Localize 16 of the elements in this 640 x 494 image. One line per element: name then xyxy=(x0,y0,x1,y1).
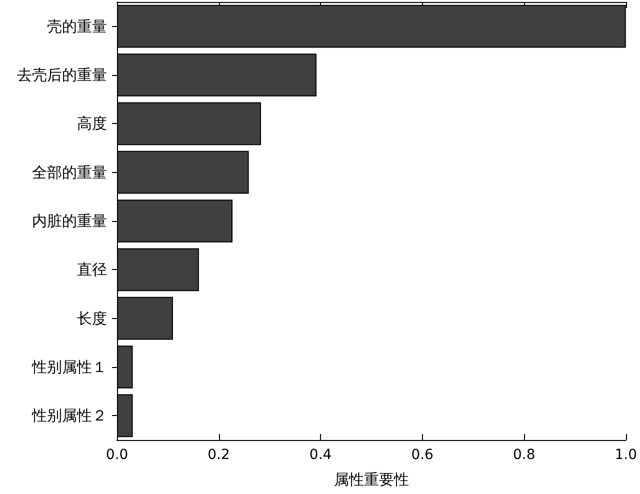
x-tick-label: 0.4 xyxy=(309,447,332,463)
y-tick-label: 长度 xyxy=(77,309,107,328)
y-tick-label: 性别属性１ xyxy=(31,358,107,376)
x-tick-label: 0.0 xyxy=(106,447,128,463)
x-tick-label: 0.2 xyxy=(208,447,230,463)
y-tick-label: 性别属性２ xyxy=(31,406,107,425)
x-tick-label: 0.8 xyxy=(512,447,536,463)
x-tick-label: 0.6 xyxy=(411,447,434,463)
y-tick-label: 去壳后的重量 xyxy=(17,66,107,84)
x-tick-label: 1.0 xyxy=(614,447,637,463)
x-axis-title: 属性重要性 xyxy=(334,470,409,488)
y-tick-label: 直径 xyxy=(77,260,107,279)
y-tick-label: 壳的重量 xyxy=(47,17,107,36)
y-tick-label: 全部的重量 xyxy=(32,163,107,182)
y-tick-label: 内脏的重量 xyxy=(32,212,107,230)
y-tick-label: 高度 xyxy=(77,114,107,133)
